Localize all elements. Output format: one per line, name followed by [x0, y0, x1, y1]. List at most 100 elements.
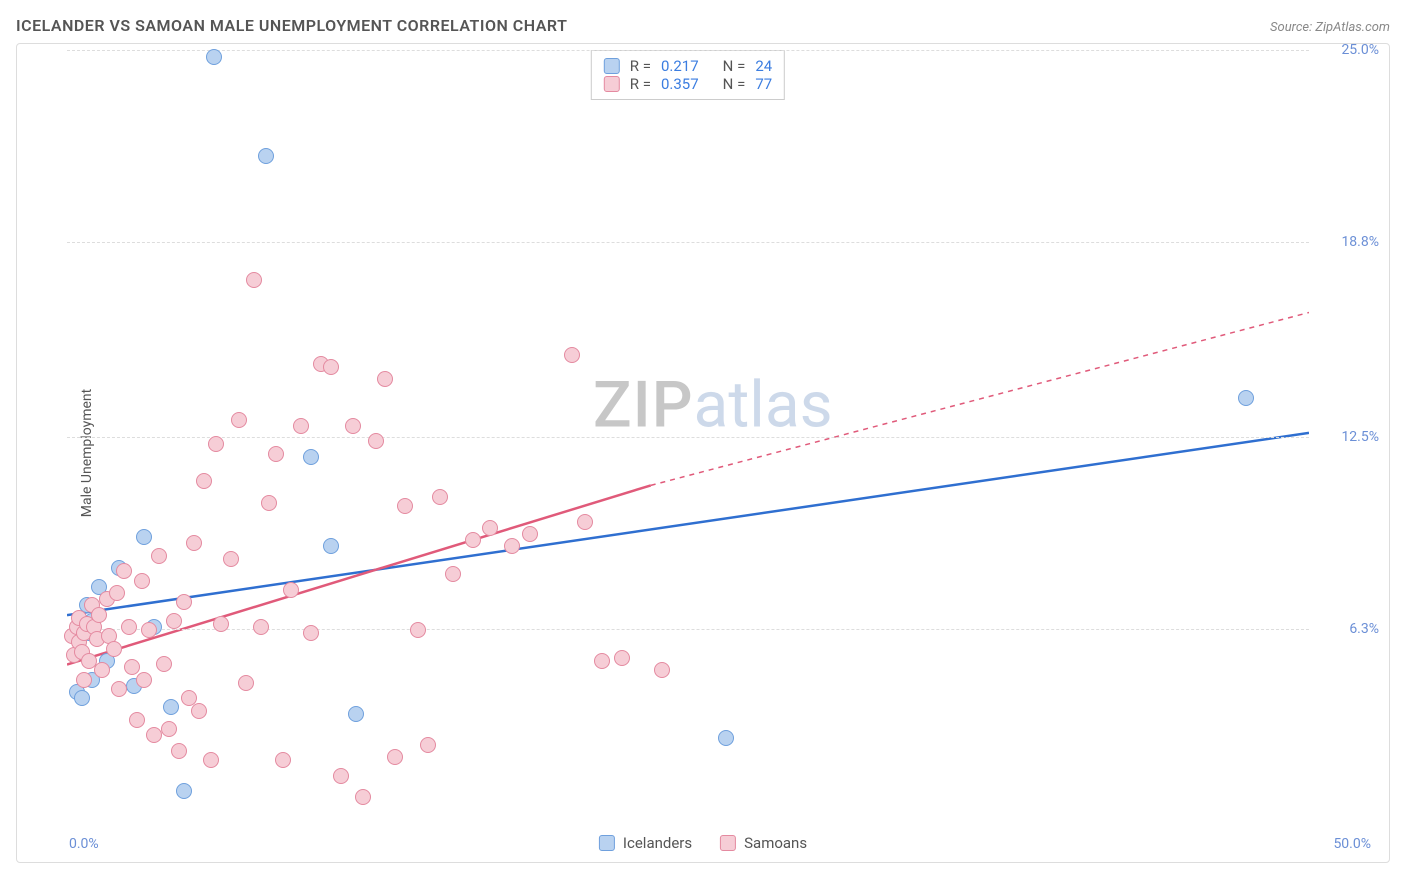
watermark-part2: atlas — [694, 368, 833, 443]
scatter-point — [323, 538, 339, 554]
y-tick-label: 18.8% — [1319, 234, 1379, 250]
scatter-point — [465, 532, 481, 548]
scatter-point — [206, 49, 222, 65]
legend-swatch — [599, 835, 615, 851]
legend-label: Samoans — [744, 834, 807, 852]
r-value: 0.217 — [661, 57, 699, 75]
x-tick-max: 50.0% — [1333, 836, 1371, 852]
scatter-point — [191, 703, 207, 719]
correlation-row: R = 0.357 N = 77 — [604, 75, 772, 93]
scatter-point — [445, 566, 461, 582]
correlation-row: R = 0.217 N = 24 — [604, 57, 772, 75]
gridline — [67, 50, 1309, 51]
scatter-point — [208, 436, 224, 452]
scatter-point — [283, 582, 299, 598]
correlation-legend: R = 0.217 N = 24 R = 0.357 N = 77 — [591, 50, 785, 100]
series-swatch — [604, 58, 620, 74]
x-axis-legend: Icelanders Samoans — [599, 834, 807, 852]
scatter-point — [594, 653, 610, 669]
chart-title: ICELANDER VS SAMOAN MALE UNEMPLOYMENT CO… — [16, 16, 567, 35]
scatter-point — [432, 489, 448, 505]
scatter-point — [522, 526, 538, 542]
scatter-point — [109, 585, 125, 601]
scatter-point — [348, 706, 364, 722]
scatter-point — [238, 675, 254, 691]
n-value: 24 — [755, 57, 772, 75]
scatter-point — [420, 737, 436, 753]
scatter-point — [106, 641, 122, 657]
scatter-point — [1238, 390, 1254, 406]
legend-item: Icelanders — [599, 834, 692, 852]
scatter-point — [166, 613, 182, 629]
scatter-point — [246, 272, 262, 288]
scatter-point — [213, 616, 229, 632]
n-value: 77 — [755, 75, 772, 93]
scatter-point — [111, 681, 127, 697]
watermark: ZIPatlas — [593, 368, 833, 443]
scatter-point — [171, 743, 187, 759]
scatter-point — [577, 514, 593, 530]
scatter-point — [293, 418, 309, 434]
scatter-point — [76, 672, 92, 688]
scatter-point — [196, 473, 212, 489]
scatter-point — [410, 622, 426, 638]
scatter-point — [151, 548, 167, 564]
legend-swatch — [720, 835, 736, 851]
scatter-point — [74, 690, 90, 706]
source-attribution: Source: ZipAtlas.com — [1270, 20, 1390, 35]
x-tick-min: 0.0% — [69, 836, 99, 852]
scatter-point — [129, 712, 145, 728]
scatter-point — [654, 662, 670, 678]
y-tick-label: 12.5% — [1319, 429, 1379, 445]
scatter-point — [156, 656, 172, 672]
chart-container: Male Unemployment ZIPatlas R =0.217N =24… — [16, 43, 1390, 863]
scatter-point — [303, 449, 319, 465]
scatter-point — [377, 371, 393, 387]
scatter-point — [482, 520, 498, 536]
scatter-point — [163, 699, 179, 715]
scatter-point — [397, 498, 413, 514]
scatter-point — [91, 607, 107, 623]
plot-area: ZIPatlas R =0.217N =24R =0.357N =77 6.3%… — [67, 50, 1309, 822]
scatter-point — [323, 359, 339, 375]
scatter-point — [176, 783, 192, 799]
n-label: N = — [723, 75, 746, 93]
trend-lines — [67, 50, 1309, 822]
scatter-point — [124, 659, 140, 675]
scatter-point — [141, 622, 157, 638]
scatter-point — [504, 538, 520, 554]
scatter-point — [134, 573, 150, 589]
scatter-point — [345, 418, 361, 434]
n-label: N = — [723, 57, 746, 75]
scatter-point — [614, 650, 630, 666]
r-value: 0.357 — [661, 75, 699, 93]
scatter-point — [203, 752, 219, 768]
y-tick-label: 6.3% — [1319, 621, 1379, 637]
r-label: R = — [630, 57, 651, 75]
scatter-point — [303, 625, 319, 641]
scatter-point — [258, 148, 274, 164]
watermark-part1: ZIP — [593, 368, 694, 443]
scatter-point — [121, 619, 137, 635]
scatter-point — [116, 563, 132, 579]
legend-item: Samoans — [720, 834, 807, 852]
scatter-point — [368, 433, 384, 449]
gridline — [67, 242, 1309, 243]
scatter-point — [275, 752, 291, 768]
scatter-point — [718, 730, 734, 746]
r-label: R = — [630, 75, 651, 93]
scatter-point — [223, 551, 239, 567]
scatter-point — [564, 347, 580, 363]
y-tick-label: 25.0% — [1319, 42, 1379, 58]
scatter-point — [161, 721, 177, 737]
scatter-point — [231, 412, 247, 428]
scatter-point — [253, 619, 269, 635]
scatter-point — [333, 768, 349, 784]
scatter-point — [261, 495, 277, 511]
scatter-point — [268, 446, 284, 462]
scatter-point — [186, 535, 202, 551]
scatter-point — [146, 727, 162, 743]
gridline — [67, 437, 1309, 438]
scatter-point — [176, 594, 192, 610]
scatter-point — [94, 662, 110, 678]
